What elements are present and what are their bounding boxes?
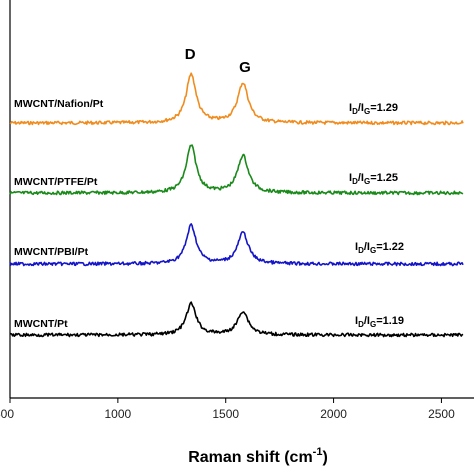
x-tick-label: 1500	[212, 407, 239, 421]
series-label: MWCNT/Pt	[14, 318, 68, 330]
x-tick-label: 2500	[428, 407, 455, 421]
plot-frame	[9, 0, 474, 399]
peak-labels: DG	[185, 46, 251, 76]
intensity-ratio-label: ID/IG=1.19	[355, 315, 404, 329]
peak-label: D	[185, 46, 196, 63]
series-label: MWCNT/PTFE/Pt	[14, 176, 98, 188]
x-tick-label: 1000	[105, 407, 132, 421]
x-axis-title-sup: -1	[313, 446, 323, 458]
x-axis-title-main: Raman shift (cm	[188, 449, 312, 466]
x-axis-title: Raman shift (cm-1)	[188, 446, 328, 466]
spectrum-line	[9, 144, 464, 196]
x-axis-title-close: )	[322, 449, 327, 466]
intensity-ratio-label: ID/IG=1.22	[355, 241, 404, 255]
x-ticks: 500 1000 1500 2000 2500	[0, 398, 455, 421]
series-label: MWCNT/Nafion/Pt	[14, 98, 104, 110]
spectra: MWCNT/Nafion/Pt ID/IG=1.29 MWCNT/PTFE/Pt ID…	[9, 72, 464, 338]
x-tick-label: 2000	[320, 407, 347, 421]
intensity-ratio-label: ID/IG=1.25	[349, 172, 398, 186]
series-label: MWCNT/PBI/Pt	[14, 246, 89, 258]
spectrum-line	[9, 223, 464, 267]
x-tick-label: 500	[0, 407, 14, 421]
intensity-ratio-label: ID/IG=1.29	[349, 102, 398, 116]
spectrum-line	[9, 72, 464, 126]
peak-label: G	[239, 59, 251, 76]
spectrum-line	[9, 301, 464, 338]
